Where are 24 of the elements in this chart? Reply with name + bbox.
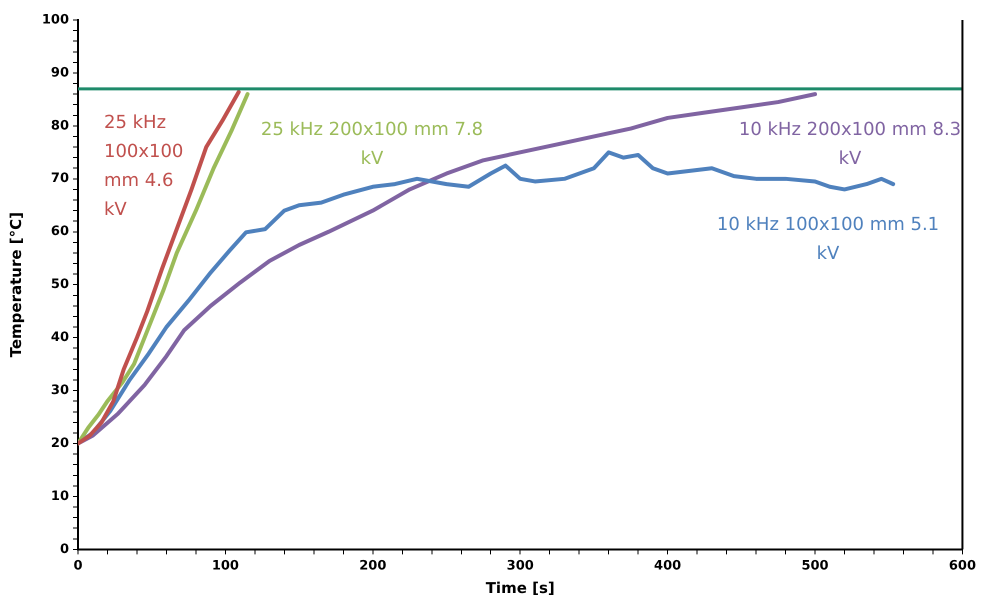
x-tick-label: 400	[654, 558, 682, 574]
y-axis-title: Temperature [°C]	[6, 212, 25, 358]
y-tick-label: 30	[50, 382, 69, 398]
x-axis-title: Time [s]	[486, 578, 555, 597]
y-tick-label: 50	[50, 277, 69, 292]
y-tick-label: 60	[50, 224, 69, 240]
y-tick-label: 80	[50, 118, 69, 134]
y-tick-label: 10	[50, 488, 69, 504]
x-tick-label: 500	[801, 558, 829, 574]
series-label: 10 kHz 200x100 mm 8.3 kV	[738, 119, 962, 169]
y-tick-label: 20	[50, 436, 69, 451]
series-label: 25 kHz 100x100 mm 4.6 kV	[104, 112, 184, 220]
text: 10 kHz 100x100 mm 5.1 kV	[716, 214, 940, 264]
y-tick-label: 0	[60, 542, 69, 557]
y-tick-label: 90	[50, 65, 69, 80]
series-label: 25 kHz 200x100 mm 7.8 kV	[260, 119, 484, 169]
y-tick-label: 100	[42, 12, 69, 28]
x-tick-label: 600	[948, 558, 976, 574]
x-tick-label: 300	[506, 558, 534, 574]
y-tick-label: 40	[50, 330, 69, 346]
y-tick-label: 70	[50, 171, 69, 186]
x-tick-label: 200	[359, 558, 386, 574]
x-tick-label: 100	[212, 558, 239, 574]
x-tick-label: 0	[73, 558, 83, 574]
